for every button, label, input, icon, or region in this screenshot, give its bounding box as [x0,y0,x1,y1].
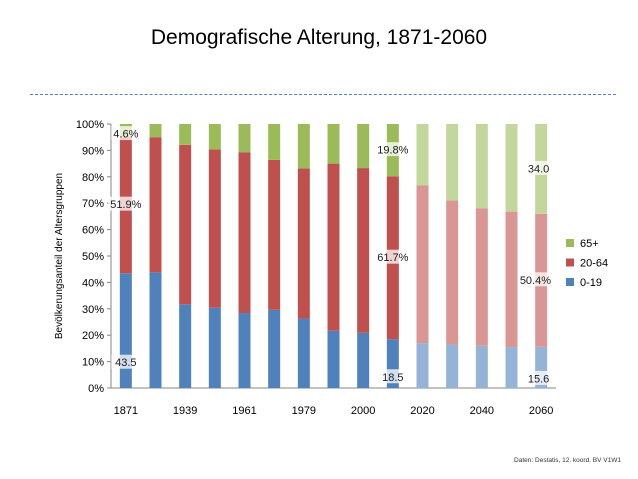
bar-segment-65- [297,124,310,169]
y-tick-label: 50% [82,251,104,263]
y-tick-label: 70% [82,198,104,210]
data-label-backdrop [111,354,141,369]
bar-segment-20-64 [505,211,518,348]
data-label-backdrop [517,272,554,287]
y-tick-label: 0% [88,383,104,395]
bar-segment-20-64 [268,159,281,310]
data-label: 4.6% [113,129,138,141]
bar-segment-20-64 [357,168,370,333]
y-tick-label: 60% [82,225,104,237]
bar-segment-65- [416,124,429,186]
bar-segment-20-64 [208,149,221,308]
bar-segment-0-19 [416,343,429,388]
slide-title: Demografische Alterung, 1871-2060 [150,26,488,49]
data-label: 43.5 [115,357,136,369]
bar-segment-0-19 [357,332,370,388]
y-tick-label: 10% [82,357,104,369]
y-tick-label: 30% [82,304,104,316]
data-label: 51.9% [110,199,141,211]
bar-segment-20-64 [149,137,162,273]
bar-segment-0-19 [149,272,162,388]
data-label: 15.6 [528,373,549,385]
x-tick-label: 1979 [292,405,316,417]
bar-segment-0-19 [475,345,488,388]
legend-label: 20-64 [580,258,608,270]
data-label: 19.8% [377,145,408,157]
legend-label: 65+ [580,238,599,250]
bar-segment-0-19 [446,344,459,388]
bar-segment-0-19 [208,307,221,388]
data-label-backdrop [111,126,141,141]
x-tick-label: 1961 [232,405,256,417]
bar-segment-65- [357,124,370,169]
data-label-backdrop [523,370,554,385]
legend-swatch [566,278,574,286]
data-label: 18.5 [382,372,403,384]
bar-segment-65- [505,124,518,212]
x-tick-label: 2020 [410,405,434,417]
y-tick-label: 40% [82,277,104,289]
y-tick-label: 80% [82,172,104,184]
data-label-backdrop [375,249,411,264]
data-label: 61.7% [377,252,408,264]
y-tick-label: 90% [82,145,104,157]
bar-segment-20-64 [327,163,340,331]
bar-segment-20-64 [446,200,459,345]
y-axis-title: Bevölkerungsanteil der Altersgruppen [54,173,65,339]
legend-label: 0-19 [580,277,602,289]
bar-segment-65- [238,124,251,153]
data-label: 50.4% [520,275,551,287]
y-tick-label: 100% [76,119,104,131]
bar-segment-20-64 [416,185,429,344]
y-tick-label: 20% [82,330,104,342]
legend-swatch [566,258,574,267]
bar-segment-65- [179,124,192,145]
bar-segment-0-19 [505,347,518,388]
bar-segment-20-64 [238,152,251,314]
source-note: Daten: Destatis, 12. koord. BV V1W1 [514,457,621,464]
bar-segment-0-19 [179,304,192,388]
bar-segment-65- [327,124,340,164]
bar-segment-0-19 [268,309,281,388]
legend-swatch [566,239,574,247]
bar-segment-0-19 [119,273,132,388]
data-label-backdrop [375,142,411,157]
bar-segment-20-64 [179,144,192,305]
bar-segment-65- [446,124,459,201]
bar-segment-20-64 [297,168,310,319]
bar-segment-0-19 [238,313,251,388]
data-label: 34.0 [528,163,549,175]
data-label-backdrop [108,196,144,211]
data-label-backdrop [378,369,408,384]
bar-segment-65- [149,124,162,138]
bar-segment-20-64 [475,208,488,346]
x-tick-label: 2000 [351,405,375,417]
x-tick-label: 1871 [114,405,138,417]
data-label-backdrop [523,160,554,175]
bar-segment-65- [208,124,221,150]
x-tick-label: 2060 [529,405,553,417]
x-tick-label: 1939 [173,405,197,417]
x-tick-label: 2040 [470,405,494,417]
bar-segment-0-19 [327,330,340,388]
bar-segment-0-19 [297,318,310,388]
bar-segment-65- [475,124,488,209]
bar-segment-65- [268,124,281,160]
title-divider [30,94,616,95]
